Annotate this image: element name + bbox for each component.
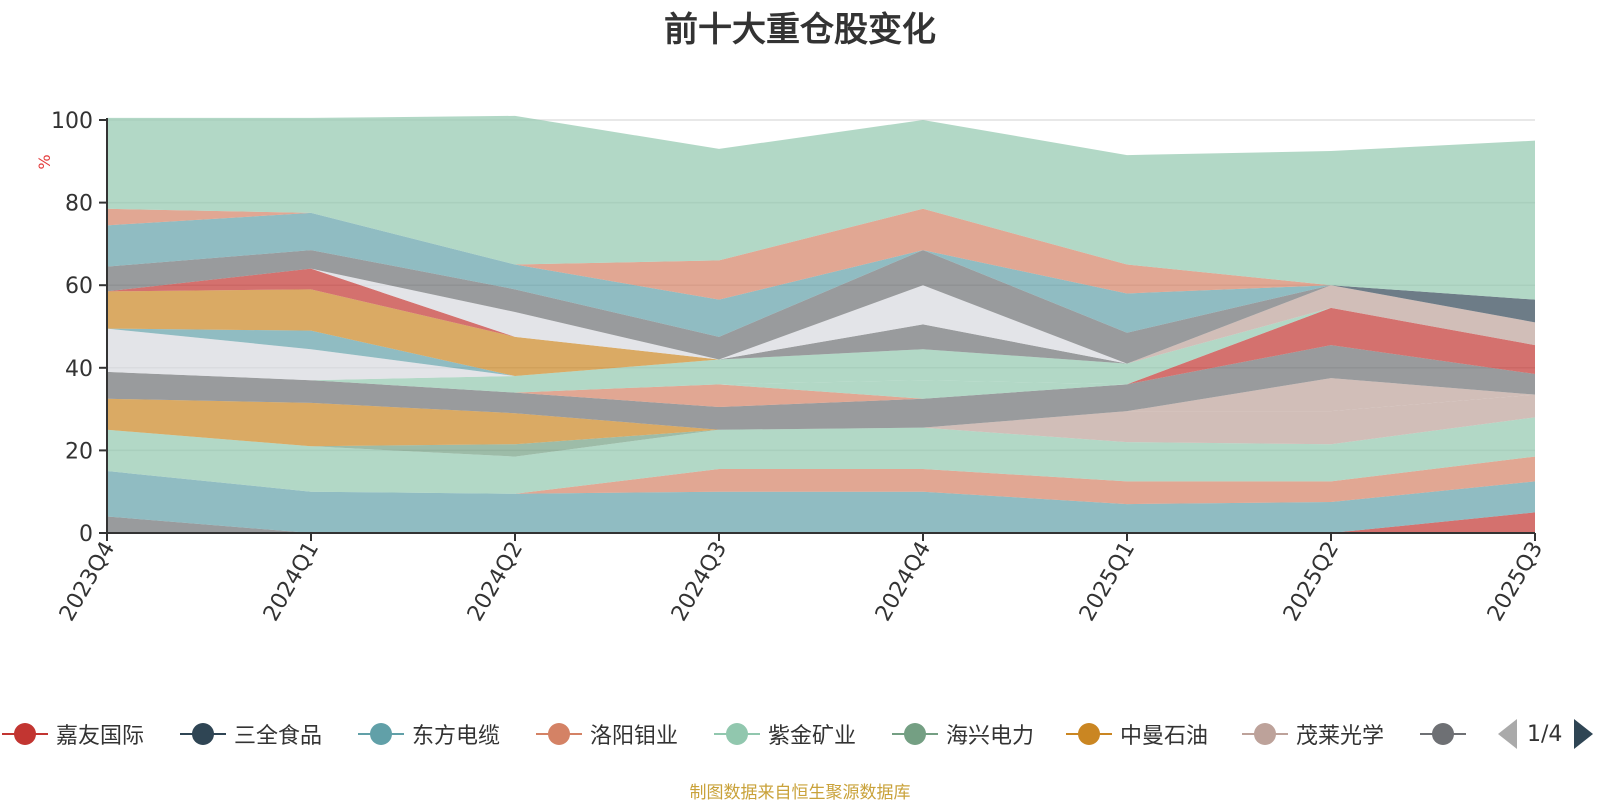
legend-item[interactable]: 洛阳钼业 [534,712,678,756]
y-tick-label: 0 [79,522,93,547]
x-tick-label: 2024Q4 [871,538,936,626]
area-series-8 [107,378,1535,430]
chart-title: 前十大重仓股变化 [664,10,936,50]
legend-label: 海兴电力 [946,724,1035,749]
legend-marker-icon [1418,719,1468,749]
area-series-18 [107,285,1535,364]
legend-marker-icon [178,719,228,749]
area-series-23 [107,208,1535,323]
legend-marker-icon [356,719,406,749]
legend: 嘉友国际 三全食品 东方电缆 洛阳钼业 紫金矿业 海兴电力 中曼石油 茂莱光学 I 1/4 [0,712,1600,756]
area-chart: 0 20 40 60 80 100% 2023Q4 2024Q1 2024Q2 2024Q3 202… [35,109,1548,626]
area-series-17 [107,289,1535,377]
area-series-5 [107,417,1535,457]
legend-marker-icon [0,719,50,749]
x-tick-label: 2024Q3 [667,538,732,626]
area-series-3 [107,456,1535,505]
legend-label: 洛阳钼业 [590,724,679,749]
legend-marker-icon [1240,719,1290,749]
legend-label: 三全食品 [234,724,323,749]
prev-page-arrow-icon[interactable] [1498,719,1517,749]
x-tick-label: 2025Q1 [1075,538,1140,626]
area-series-25 [107,115,1535,300]
area-series-9 [107,345,1535,430]
area-series-10 [107,345,1535,408]
y-tick-label: 40 [65,357,93,382]
legend-marker-icon [1064,719,1114,749]
legend-item[interactable]: 中曼石油 [1064,712,1208,756]
source-note: 制图数据来自恒生聚源数据库 [689,783,911,803]
area-series-1 [107,512,1535,533]
x-tick-label: 2024Q1 [259,538,324,626]
y-axis-label: % [35,154,54,169]
area-series-14 [107,307,1535,381]
area-series-2 [107,471,1535,533]
area-series-19 [107,268,1535,364]
x-tick-label: 2025Q2 [1279,538,1344,626]
legend-item[interactable]: 嘉友国际 [0,712,144,756]
area-series-7 [107,394,1535,447]
legend-marker-icon [534,719,584,749]
y-tick-label: 80 [65,192,93,217]
area-series-11 [107,345,1535,399]
area-series-4 [107,417,1535,494]
x-tick-label: 2024Q2 [463,538,528,626]
y-tick-label: 60 [65,274,93,299]
area-series-13 [107,307,1535,393]
legend-item[interactable]: 三全食品 [178,712,322,756]
area-series-6 [107,394,1535,447]
area-series-0 [107,516,1535,533]
y-tick-label: 20 [65,439,93,464]
legend-pager: 1/4 [1498,712,1594,756]
legend-marker-icon [890,719,940,749]
legend-item[interactable]: 紫金矿业 [712,712,856,756]
legend-label: 嘉友国际 [56,724,145,749]
page-indicator: 1/4 [1527,721,1563,747]
legend-label: 东方电缆 [412,724,501,749]
legend-label: 紫金矿业 [768,724,857,749]
legend-label: 茂莱光学 [1296,724,1385,749]
legend-item[interactable]: I [1418,712,1468,756]
area-layer [107,115,1535,533]
legend-label: 中曼石油 [1120,724,1209,749]
legend-item[interactable]: 海兴电力 [890,712,1034,756]
x-tick-label: 2025Q3 [1483,538,1548,626]
next-page-arrow-icon[interactable] [1574,719,1594,749]
legend-item[interactable]: 茂莱光学 [1240,712,1384,756]
legend-items: 嘉友国际 三全食品 东方电缆 洛阳钼业 紫金矿业 海兴电力 中曼石油 茂莱光学 I [0,712,1468,756]
area-series-21 [107,250,1535,364]
legend-marker-icon [712,719,762,749]
legend-item[interactable]: 东方电缆 [356,712,500,756]
y-tick-label: 100 [51,109,93,134]
area-series-12 [107,307,1535,393]
x-tick-label: 2023Q4 [55,538,120,626]
